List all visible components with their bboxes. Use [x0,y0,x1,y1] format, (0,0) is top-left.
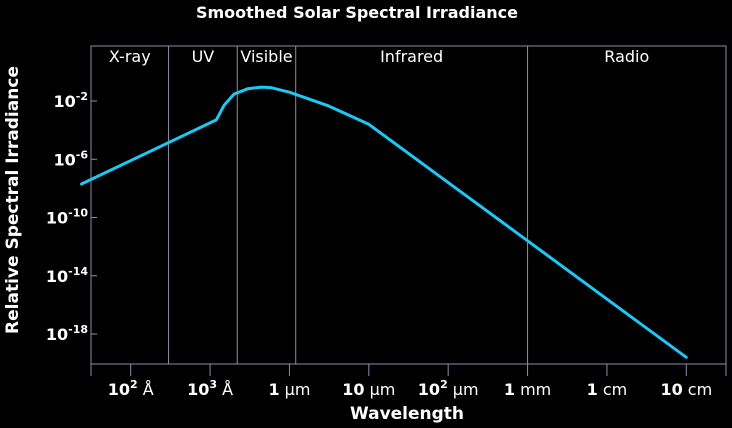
irradiance-curve [80,85,688,359]
plot-frame [90,45,727,365]
x-tick-label: 10 μm [342,380,395,399]
y-tick-label: 10-10 [46,207,88,228]
x-tick-label: 103 Å [187,378,233,399]
region-label: X-ray [109,47,151,66]
x-tick-label: 1 mm [504,380,551,399]
y-axis-title: Relative Spectral Irradiance [3,66,23,334]
y-tick-label: 10-14 [46,265,88,286]
x-tick-label: 1 cm [587,380,628,399]
x-tick-label: 102 μm [418,378,479,399]
x-tick-label: 10 cm [660,380,712,399]
y-tick-label: 10-2 [54,90,89,111]
x-tick-label: 102 Å [108,378,154,399]
region-label: Radio [604,47,649,66]
x-tick-label: 1 μm [268,380,310,399]
y-tick-label: 10-18 [46,323,88,344]
y-tick-label: 10-6 [54,148,89,169]
x-axis-title: Wavelength [350,404,464,424]
chart-title: Smoothed Solar Spectral Irradiance [196,3,518,22]
region-label: Visible [240,47,292,66]
region-label: Infrared [380,47,443,66]
region-label: UV [192,47,215,66]
